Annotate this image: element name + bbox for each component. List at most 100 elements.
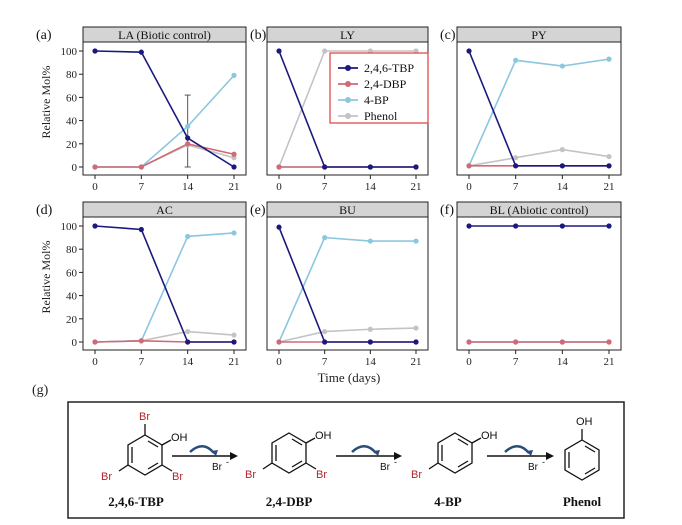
panel-label: (d) <box>36 203 53 218</box>
series-line-2-4-6-tbp <box>278 226 416 343</box>
tbp-br-top: Br <box>139 411 150 423</box>
arrow-2-charge: - <box>394 457 397 467</box>
y-tick-label: 0 <box>72 337 78 349</box>
series-line-phenol <box>278 327 417 343</box>
reaction-arrow-1: Br - <box>172 445 238 473</box>
compound-name-bp: 4-BP <box>434 494 462 509</box>
x-tick-label: 7 <box>513 356 519 368</box>
data-point-2-4-6-tbp <box>466 48 472 54</box>
x-tick-label: 0 <box>466 181 472 193</box>
compound-name-phenol: Phenol <box>563 494 602 509</box>
data-point-2-4-dbp <box>276 339 282 345</box>
panel-title: LA (Biotic control) <box>118 28 211 42</box>
data-point-2-4-6-tbp <box>513 163 519 169</box>
dbp-br-left: Br <box>245 469 256 481</box>
arrow-2-br: Br <box>380 462 391 473</box>
data-point-4-bp <box>413 238 419 244</box>
data-point-2-4-6-tbp <box>367 339 373 345</box>
data-point-phenol <box>413 48 419 54</box>
data-point-2-4-6-tbp <box>322 164 328 170</box>
data-point-2-4-dbp <box>92 339 98 345</box>
phenol-oh: OH <box>576 416 593 428</box>
data-point-phenol <box>367 48 373 54</box>
panel-label: (a) <box>36 28 52 43</box>
x-axis-label: Time (days) <box>318 370 381 385</box>
data-point-2-4-6-tbp <box>185 135 191 141</box>
data-point-phenol <box>606 153 612 160</box>
molecule-phenol <box>564 429 600 481</box>
data-point-2-4-6-tbp <box>276 48 282 54</box>
data-point-phenol <box>185 328 191 335</box>
x-tick-label: 21 <box>411 181 422 193</box>
plot-area <box>456 41 622 176</box>
chart-panel-5: BU (e) 0 7 14 21 <box>250 201 429 368</box>
data-point-2-4-dbp <box>138 338 144 344</box>
arrow-1-br: Br <box>212 462 223 473</box>
x-tick-label: 7 <box>322 181 328 193</box>
data-point-2-4-dbp <box>513 339 519 345</box>
data-point-2-4-6-tbp <box>559 223 565 229</box>
bp-oh: OH <box>481 430 498 442</box>
x-tick-label: 0 <box>276 181 282 193</box>
legend-entry-label: 4-BP <box>364 93 389 107</box>
y-tick-label: 20 <box>66 139 78 151</box>
y-tick-label: 60 <box>66 92 78 104</box>
y-tick-label: 60 <box>66 267 78 279</box>
data-point-2-4-6-tbp <box>513 223 519 229</box>
data-point-2-4-6-tbp <box>138 49 144 55</box>
chart-panel-1: LA (Biotic control) (a) 0 7 14 21 0 20 40 60 80 100 <box>36 26 247 193</box>
data-point-4-bp <box>513 57 519 63</box>
panel-title: LY <box>340 28 355 42</box>
y-axis-label-bottom: Relative Mol% <box>39 241 53 314</box>
arrow-1-charge: - <box>226 457 229 467</box>
data-point-2-4-dbp <box>276 164 282 170</box>
series-line-2-4-6-tbp <box>94 50 235 168</box>
y-tick-label: 40 <box>66 116 78 128</box>
x-tick-label: 0 <box>92 181 98 193</box>
x-tick-label: 21 <box>604 181 615 193</box>
data-point-2-4-6-tbp <box>138 226 144 233</box>
x-tick-label: 21 <box>229 356 240 368</box>
data-point-phenol <box>322 48 328 54</box>
x-tick-label: 21 <box>229 181 240 193</box>
data-point-4-bp <box>322 235 328 241</box>
data-point-2-4-6-tbp <box>413 164 419 170</box>
legend-entry-label: 2,4-DBP <box>364 77 407 91</box>
data-point-2-4-dbp <box>606 339 612 345</box>
panel-title: PY <box>531 28 547 42</box>
tbp-oh: OH <box>171 432 188 444</box>
x-tick-label: 14 <box>365 181 377 193</box>
legend-box <box>329 52 429 124</box>
data-point-2-4-dbp <box>231 151 237 157</box>
x-tick-label: 0 <box>276 356 282 368</box>
x-tick-label: 0 <box>92 356 98 368</box>
y-tick-label: 80 <box>66 244 78 256</box>
data-point-2-4-6-tbp <box>606 163 612 169</box>
data-point-2-4-6-tbp <box>92 48 98 54</box>
reaction-scheme: (g) Br OH Br Br 2,4,6-TBP OH B <box>32 383 625 519</box>
panel-label: (e) <box>250 203 266 218</box>
data-point-2-4-6-tbp <box>185 339 191 345</box>
y-axis-label-top: Relative Mol% <box>39 66 53 139</box>
data-point-4-bp <box>185 123 191 129</box>
scheme-box <box>67 401 625 519</box>
data-point-2-4-6-tbp <box>413 339 419 345</box>
data-point-4-bp <box>367 238 373 244</box>
molecule-2-4-6-tbp <box>118 424 173 476</box>
data-point-2-4-6-tbp <box>231 164 237 170</box>
chart-panel-6: BL (Abiotic control) (f) 0 7 14 21 <box>440 201 622 368</box>
legend-entry-label: Phenol <box>364 109 398 123</box>
panel-title: AC <box>156 203 173 217</box>
data-point-4-bp <box>231 72 237 78</box>
legend: 2,4,6-TBP 2,4-DBP 4-BP Phenol <box>329 52 429 124</box>
panel-title: BL (Abiotic control) <box>490 203 589 217</box>
x-tick-label: 0 <box>466 356 472 368</box>
dbp-br-right: Br <box>316 469 327 481</box>
data-point-phenol <box>513 155 519 161</box>
data-point-2-4-6-tbp <box>231 339 237 345</box>
bp-br: Br <box>411 469 422 481</box>
plot-area <box>456 216 622 351</box>
arrow-3-charge: - <box>542 457 545 467</box>
data-point-2-4-dbp <box>185 141 191 147</box>
